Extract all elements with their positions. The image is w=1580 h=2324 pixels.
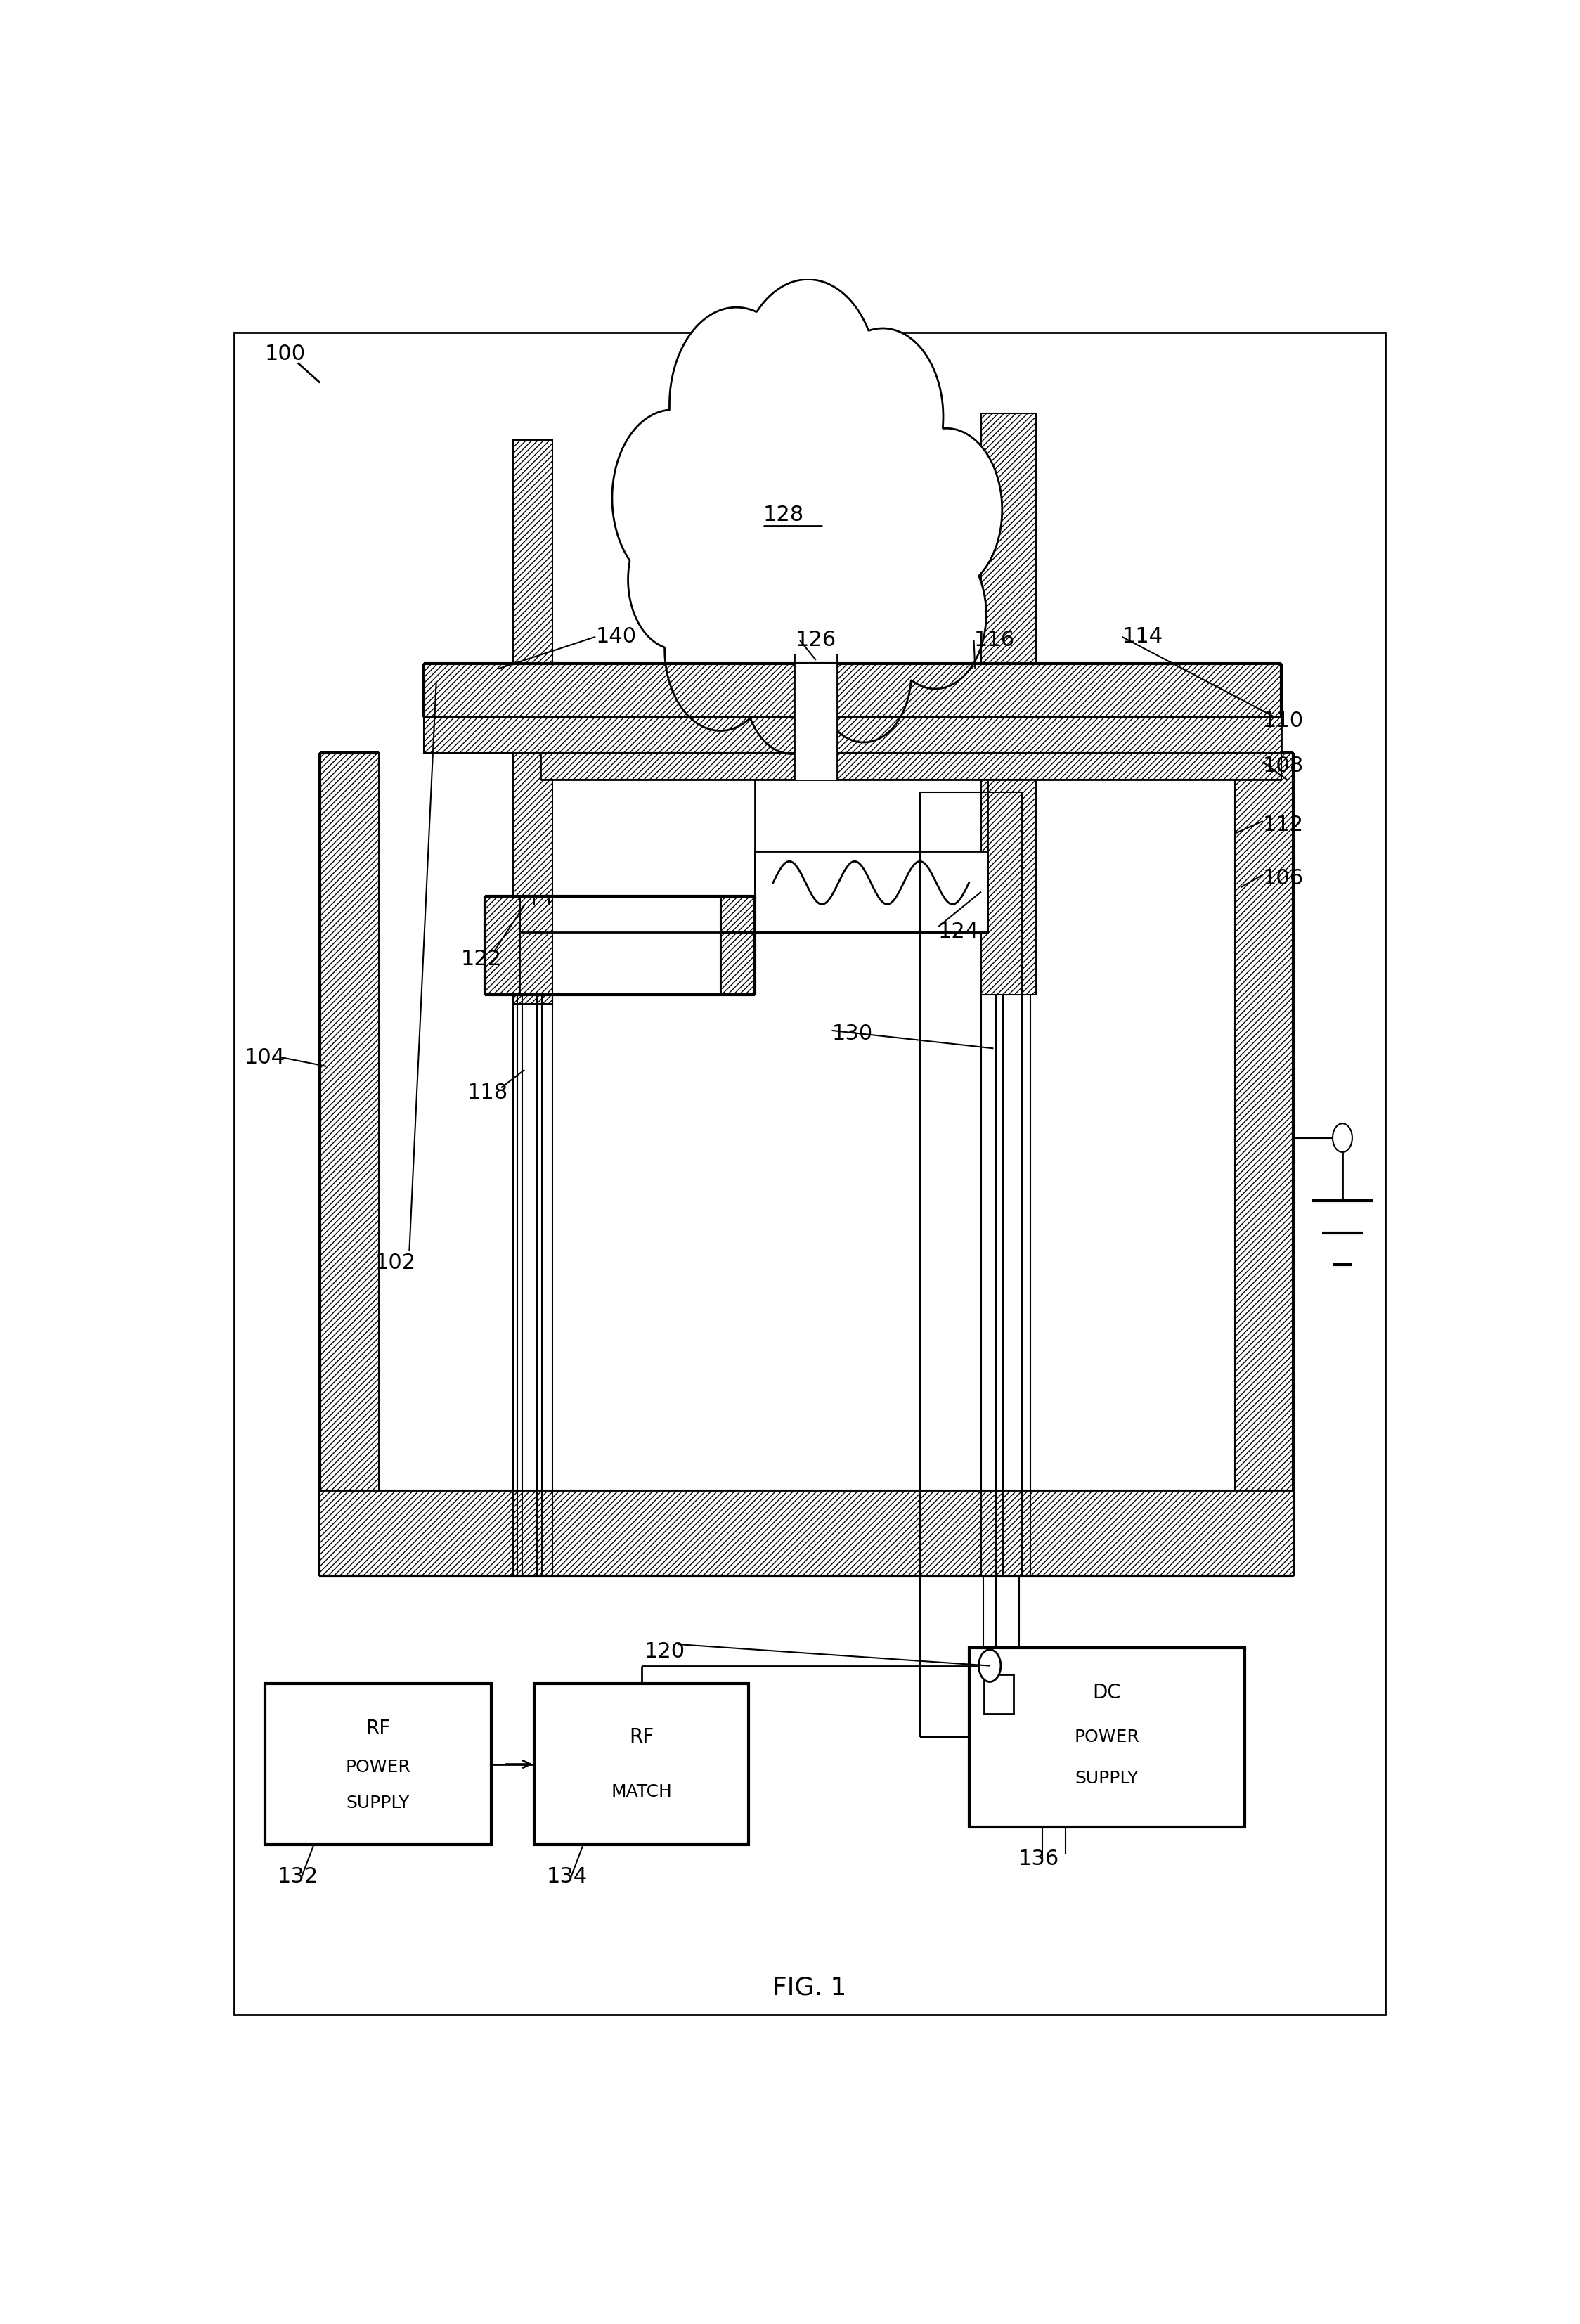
Circle shape — [611, 409, 733, 586]
Text: 122: 122 — [461, 948, 501, 969]
Bar — [540, 753, 1281, 781]
Circle shape — [738, 279, 878, 483]
Text: 104: 104 — [243, 1048, 284, 1067]
Bar — [319, 753, 379, 1576]
Text: RF: RF — [365, 1720, 390, 1738]
Text: 124: 124 — [939, 923, 980, 941]
Bar — [265, 1683, 491, 1845]
Text: 102: 102 — [374, 1253, 416, 1274]
Text: 130: 130 — [831, 1025, 872, 1043]
Text: POWER: POWER — [346, 1759, 411, 1776]
Text: SUPPLY: SUPPLY — [1074, 1771, 1139, 1787]
Bar — [969, 1648, 1245, 1827]
Bar — [720, 897, 755, 995]
Text: 106: 106 — [1262, 869, 1304, 888]
Bar — [423, 718, 1281, 753]
Text: 110: 110 — [1262, 711, 1304, 732]
Bar — [795, 665, 837, 781]
Text: POWER: POWER — [1074, 1729, 1139, 1745]
Circle shape — [744, 614, 839, 753]
Text: SUPPLY: SUPPLY — [346, 1794, 409, 1810]
Text: 114: 114 — [1122, 627, 1163, 646]
Circle shape — [891, 428, 1002, 590]
Circle shape — [665, 567, 776, 730]
Bar — [755, 851, 988, 932]
Circle shape — [815, 602, 912, 741]
Text: DC: DC — [1092, 1683, 1122, 1703]
Bar — [534, 1683, 749, 1845]
Text: FIG. 1: FIG. 1 — [773, 1975, 847, 1999]
Text: 126: 126 — [795, 630, 836, 651]
Bar — [423, 665, 1281, 718]
Text: 112: 112 — [1262, 813, 1304, 834]
Text: 118: 118 — [468, 1083, 507, 1104]
Text: 132: 132 — [276, 1866, 318, 1887]
Text: 116: 116 — [973, 630, 1014, 651]
Text: 136: 136 — [1018, 1850, 1059, 1868]
Text: 128: 128 — [763, 504, 804, 525]
Text: RF: RF — [629, 1727, 654, 1748]
Circle shape — [822, 328, 943, 504]
Ellipse shape — [657, 451, 975, 660]
Text: 120: 120 — [645, 1641, 686, 1662]
Circle shape — [978, 1650, 1000, 1683]
Text: 134: 134 — [547, 1866, 588, 1887]
Circle shape — [1332, 1122, 1352, 1153]
Text: 100: 100 — [265, 344, 305, 365]
Text: 140: 140 — [596, 627, 637, 646]
Bar — [984, 1676, 1014, 1715]
Bar — [981, 414, 1036, 995]
Text: 108: 108 — [1262, 755, 1304, 776]
Circle shape — [670, 307, 803, 502]
Bar — [319, 1490, 1294, 1576]
Bar — [514, 439, 553, 1004]
Bar — [1234, 753, 1294, 1576]
Text: MATCH: MATCH — [611, 1783, 672, 1801]
Bar — [485, 897, 520, 995]
Circle shape — [885, 539, 986, 688]
Circle shape — [627, 509, 724, 648]
